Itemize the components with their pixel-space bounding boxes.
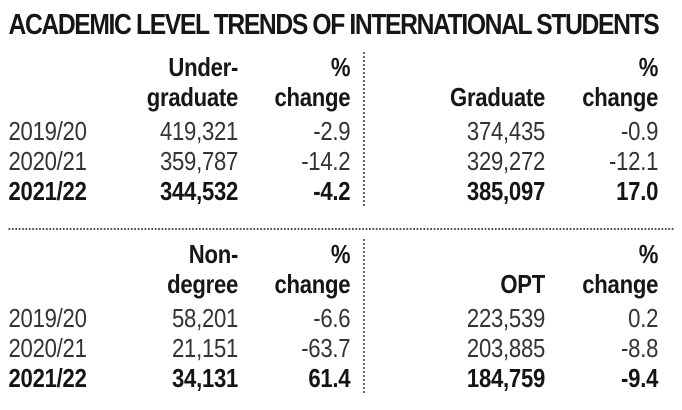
value-cell: 344,532 (159, 176, 239, 206)
pct-header-line2: change (582, 269, 659, 299)
table-row-latest: 2021/22 344,532 -4.2 (0, 176, 363, 206)
value-cell: 329,272 (466, 146, 546, 176)
horizontal-dotted-divider (8, 228, 674, 230)
pct-change-cell: -12.1 (609, 146, 659, 176)
graduate-header-line1 (365, 52, 545, 82)
value-cell: 359,787 (159, 146, 239, 176)
header-row: % (365, 52, 682, 82)
year-label: 2021/22 (8, 363, 87, 393)
table-row-latest: 385,097 17.0 (365, 176, 682, 206)
header-row: % (365, 239, 682, 269)
header-row: Under- % (0, 52, 363, 82)
opt-header-line2: OPT (500, 269, 546, 299)
quadrant-opt: % OPT change 223,539 0.2 203,885 -8.8 18… (365, 239, 682, 393)
opt-header-line1 (365, 239, 545, 269)
header-spacer (9, 269, 111, 299)
table-row: 203,885 -8.8 (365, 333, 682, 363)
value-cell: 385,097 (466, 176, 546, 206)
pct-header-line2: change (274, 269, 351, 299)
header-row: graduate change (0, 82, 363, 112)
graduate-header-line2: Graduate (450, 82, 546, 112)
pct-header-line1: % (330, 52, 351, 82)
bottom-section: Non- % degree change 2019/20 58,201 -6.6… (0, 230, 682, 393)
pct-change-cell: -8.8 (621, 333, 659, 363)
top-section: Under- % graduate change 2019/20 419,321… (0, 40, 682, 228)
pct-change-cell: -4.2 (313, 176, 351, 206)
pct-header-line2: change (274, 82, 351, 112)
year-label: 2019/20 (8, 303, 87, 333)
value-cell: 203,885 (466, 333, 546, 363)
nondegree-header-line2: degree (167, 269, 239, 299)
header-spacer (9, 239, 111, 269)
value-cell: 21,151 (171, 333, 239, 363)
table-row: 2020/21 21,151 -63.7 (0, 333, 363, 363)
pct-change-cell: -2.9 (313, 116, 351, 146)
undergraduate-header-line2: graduate (146, 82, 239, 112)
header-spacer (9, 52, 111, 82)
pct-change-cell: -0.9 (621, 116, 659, 146)
header-row: Non- % (0, 239, 363, 269)
table-row: 374,435 -0.9 (365, 116, 682, 146)
quadrant-nondegree: Non- % degree change 2019/20 58,201 -6.6… (0, 239, 365, 393)
table-row: 2020/21 359,787 -14.2 (0, 146, 363, 176)
table-row-latest: 184,759 -9.4 (365, 363, 682, 393)
year-label: 2020/21 (8, 333, 87, 363)
quadrant-graduate: % Graduate change 374,435 -0.9 329,272 -… (365, 52, 682, 206)
header-row: Graduate change (365, 82, 682, 112)
value-cell: 223,539 (466, 303, 546, 333)
header-spacer (9, 82, 111, 112)
year-label: 2020/21 (8, 146, 87, 176)
pct-change-cell: 0.2 (628, 303, 659, 333)
year-label: 2021/22 (8, 176, 87, 206)
table-row: 2019/20 419,321 -2.9 (0, 116, 363, 146)
pct-change-cell: -6.6 (313, 303, 351, 333)
pct-header-line1: % (330, 239, 351, 269)
table-row: 2019/20 58,201 -6.6 (0, 303, 363, 333)
quadrant-undergraduate: Under- % graduate change 2019/20 419,321… (0, 52, 365, 206)
pct-header-line1: % (638, 52, 659, 82)
pct-change-cell: -14.2 (301, 146, 351, 176)
pct-change-cell: 17.0 (616, 176, 659, 206)
year-label: 2019/20 (8, 116, 87, 146)
value-cell: 419,321 (159, 116, 239, 146)
table-row-latest: 2021/22 34,131 61.4 (0, 363, 363, 393)
header-row: degree change (0, 269, 363, 299)
value-cell: 374,435 (466, 116, 546, 146)
table-row: 223,539 0.2 (365, 303, 682, 333)
nondegree-header-line1: Non- (188, 239, 239, 269)
value-cell: 184,759 (466, 363, 546, 393)
pct-change-cell: -9.4 (621, 363, 659, 393)
academic-trends-table: ACADEMIC LEVEL TRENDS OF INTERNATIONAL S… (0, 10, 682, 393)
pct-header-line2: change (582, 82, 659, 112)
value-cell: 58,201 (171, 303, 239, 333)
pct-header-line1: % (638, 239, 659, 269)
undergraduate-header-line1: Under- (168, 52, 239, 82)
header-row: OPT change (365, 269, 682, 299)
pct-change-cell: -63.7 (301, 333, 351, 363)
pct-change-cell: 61.4 (308, 363, 351, 393)
value-cell: 34,131 (171, 363, 239, 393)
table-row: 329,272 -12.1 (365, 146, 682, 176)
page-title: ACADEMIC LEVEL TRENDS OF INTERNATIONAL S… (8, 9, 660, 41)
